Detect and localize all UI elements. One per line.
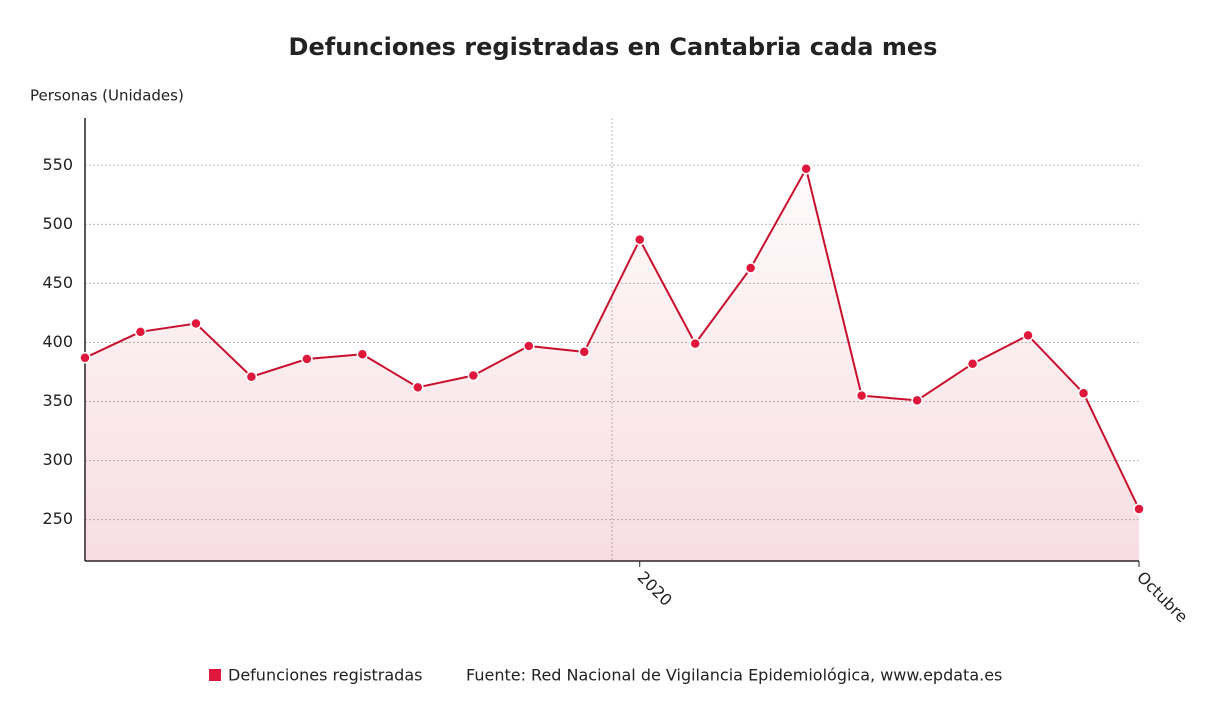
data-point bbox=[356, 348, 369, 361]
data-point bbox=[1133, 503, 1145, 515]
data-point bbox=[689, 337, 701, 350]
y-tick-label: 300 bbox=[42, 450, 73, 469]
data-point bbox=[966, 357, 979, 370]
data-point bbox=[911, 394, 923, 407]
source: Fuente: Red Nacional de Vigilancia Epide… bbox=[466, 666, 1002, 685]
data-point bbox=[1022, 329, 1034, 342]
chart-title: Defunciones registradas en Cantabria cad… bbox=[289, 33, 938, 61]
y-tick-label: 350 bbox=[42, 391, 73, 410]
data-point bbox=[79, 352, 91, 364]
data-point bbox=[800, 163, 812, 175]
area bbox=[85, 168, 1139, 561]
data-point bbox=[467, 369, 480, 382]
data-point bbox=[301, 353, 313, 365]
data-point bbox=[578, 346, 591, 358]
data-point bbox=[190, 317, 202, 330]
data-point bbox=[245, 370, 258, 383]
y-tick-label: 250 bbox=[42, 509, 73, 528]
data-point bbox=[744, 262, 757, 274]
y-tick-label: 500 bbox=[42, 214, 73, 233]
data-point bbox=[134, 326, 147, 338]
legend-label: Defunciones registradas bbox=[228, 666, 422, 685]
data-point bbox=[412, 381, 424, 394]
legend-swatch bbox=[209, 669, 221, 681]
y-tick-label: 550 bbox=[42, 155, 73, 174]
y-tick-label: 400 bbox=[42, 332, 73, 351]
data-point bbox=[855, 389, 868, 402]
x-tick-label: 2020 bbox=[634, 568, 676, 610]
y-tick-label: 450 bbox=[42, 273, 73, 292]
data-point bbox=[523, 340, 535, 352]
y-axis-label: Personas (Unidades) bbox=[30, 87, 184, 105]
line bbox=[84, 166, 1140, 510]
data-point bbox=[1077, 387, 1090, 400]
x-tick-label: Octubre bbox=[1133, 568, 1192, 627]
data-point bbox=[633, 233, 646, 246]
